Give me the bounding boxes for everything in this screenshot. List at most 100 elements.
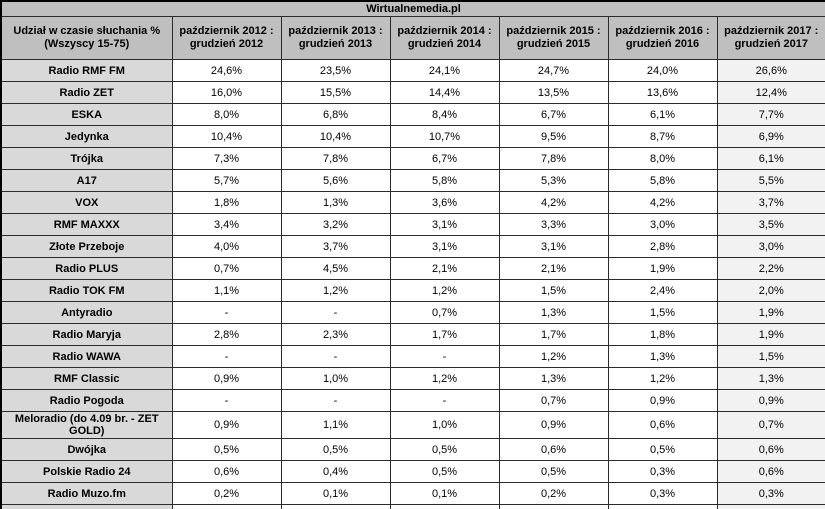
share-value-cell: 1,2% [389, 367, 500, 390]
station-label: Jedynka [0, 125, 173, 148]
share-value-cell: 24,7% [498, 59, 609, 82]
table-row: Antyradio - -0,7% 1,3% 1,5% 1,9% [0, 301, 825, 324]
share-value-cell: 1,3% [280, 191, 391, 214]
table-row: Polskie Radio 24 0,6% 0,4% 0,5% 0,5% 0,3% 0,6% [0, 460, 825, 483]
share-value-cell: 1,5% [716, 345, 825, 368]
table-row: Złote Przeboje 4,0% 3,7% 3,1% 3,1% 2,8% 3,0% [0, 235, 825, 258]
share-value-cell: 24,6% [171, 59, 282, 82]
share-value-cell: 3,6% [389, 191, 500, 214]
share-value-cell: 0,9% [498, 411, 609, 439]
share-value-cell: 4,2% [498, 191, 609, 214]
column-header-2015: październik 2015 : grudzień 2015 [498, 16, 609, 60]
column-header-line: grudzień 2017 [734, 38, 808, 50]
share-value-cell: 10,4% [171, 125, 282, 148]
share-value-cell: 12,4% [716, 81, 825, 104]
share-value-cell: 0,3% [716, 482, 825, 505]
table-row: RMF MAXXX 3,4% 3,2% 3,1% 3,3% 3,0% 3,5% [0, 213, 825, 236]
share-value-cell: 3,0% [607, 213, 718, 236]
share-value-cell: 14,4% [389, 81, 500, 104]
station-label: Radio WAWA [0, 345, 173, 368]
share-value-cell: 1,8% [171, 191, 282, 214]
share-value-cell: 8,0% [607, 147, 718, 170]
column-header-line: październik 2014 : [397, 25, 492, 37]
share-value-cell: 24,0% [607, 59, 718, 82]
share-value-cell: 5,7% [171, 169, 282, 192]
station-label: Rock Radio [0, 504, 173, 509]
share-value-cell: 5,6% [280, 169, 391, 192]
share-value-cell: 0,5% [389, 438, 500, 461]
table-row: ESKA 8,0% 6,8% 8,4% 6,7% 6,1% 7,7% [0, 103, 825, 126]
share-value-cell: 0,2% [498, 482, 609, 505]
share-value-cell: - [389, 504, 500, 509]
share-value-cell: 10,7% [389, 125, 500, 148]
share-value-cell: - [171, 301, 282, 324]
share-value-cell: 23,5% [280, 59, 391, 82]
share-value-cell: 2,8% [607, 235, 718, 258]
share-value-cell: 6,9% [716, 125, 825, 148]
share-value-cell: 10,4% [280, 125, 391, 148]
column-header-2016: październik 2016 : grudzień 2016 [607, 16, 718, 60]
share-value-cell: 0,6% [607, 411, 718, 439]
share-value-cell: 7,8% [280, 147, 391, 170]
table-row: VOX 1,8% 1,3% 3,6% 4,2% 4,2% 3,7% [0, 191, 825, 214]
share-value-cell: 4,5% [280, 257, 391, 280]
station-label: A17 [0, 169, 173, 192]
share-value-cell: - [280, 389, 391, 412]
column-header-2013: październik 2013 : grudzień 2013 [280, 16, 391, 60]
share-value-cell: 3,3% [498, 213, 609, 236]
share-value-cell: 3,2% [280, 213, 391, 236]
share-value-cell: 0,1% [389, 482, 500, 505]
share-value-cell: 0,3% [607, 482, 718, 505]
share-value-cell: 2,0% [716, 279, 825, 302]
station-label: Meloradio (do 4.09 br. - ZET GOLD) [0, 411, 173, 439]
share-value-cell: 1,0% [389, 411, 500, 439]
share-value-cell: 8,7% [607, 125, 718, 148]
station-label: Dwójka [0, 438, 173, 461]
share-value-cell: 3,4% [171, 213, 282, 236]
share-value-cell: 2,1% [498, 257, 609, 280]
column-header-2014: październik 2014 : grudzień 2014 [389, 16, 500, 60]
share-value-cell: 3,7% [716, 191, 825, 214]
table-row: Radio PLUS 0,7% 4,5% 2,1% 2,1% 1,9% 2,2% [0, 257, 825, 280]
share-value-cell: 6,8% [280, 103, 391, 126]
station-label: Polskie Radio 24 [0, 460, 173, 483]
share-value-cell: - [389, 345, 500, 368]
share-value-cell: 5,3% [498, 169, 609, 192]
share-value-cell: - [171, 389, 282, 412]
share-value-cell: 6,1% [716, 147, 825, 170]
share-value-cell: 7,8% [498, 147, 609, 170]
station-label: Radio RMF FM [0, 59, 173, 82]
column-header-line: październik 2013 : [288, 25, 383, 37]
share-value-cell: 0,6% [171, 460, 282, 483]
share-value-cell: 0,7% [389, 301, 500, 324]
table-body: Radio RMF FM 24,6% 23,5% 24,1% 24,7% 24,0% 26,… [0, 59, 825, 509]
column-header-line: październik 2017 : [724, 25, 819, 37]
share-value-cell: 7,7% [716, 103, 825, 126]
share-value-cell: 1,8% [607, 323, 718, 346]
corner-header-line2: (Wszyscy 15-75) [44, 38, 130, 50]
share-value-cell: 0,9% [171, 367, 282, 390]
share-value-cell: 0,3% [716, 504, 825, 509]
share-value-cell: 0,5% [389, 460, 500, 483]
station-label: Antyradio [0, 301, 173, 324]
table-row: Meloradio (do 4.09 br. - ZET GOLD) 0,9% 1,… [0, 411, 825, 439]
share-value-cell: - [171, 504, 282, 509]
share-value-cell: 1,0% [280, 367, 391, 390]
share-value-cell: 0,2% [171, 482, 282, 505]
share-value-cell: 2,3% [280, 323, 391, 346]
share-value-cell: 1,3% [607, 345, 718, 368]
share-value-cell: 7,3% [171, 147, 282, 170]
share-value-cell: 1,3% [498, 367, 609, 390]
table-row: Dwójka 0,5% 0,5% 0,5% 0,6% 0,5% 0,6% [0, 438, 825, 461]
share-value-cell: 0,1% [280, 482, 391, 505]
share-value-cell: 5,8% [389, 169, 500, 192]
share-value-cell: 13,6% [607, 81, 718, 104]
share-value-cell: 1,3% [716, 367, 825, 390]
share-value-cell: 16,0% [171, 81, 282, 104]
share-value-cell: 15,5% [280, 81, 391, 104]
share-value-cell: 2,8% [171, 323, 282, 346]
column-header-line: październik 2016 : [615, 25, 710, 37]
share-value-cell: 3,5% [716, 213, 825, 236]
share-value-cell: 1,7% [389, 323, 500, 346]
